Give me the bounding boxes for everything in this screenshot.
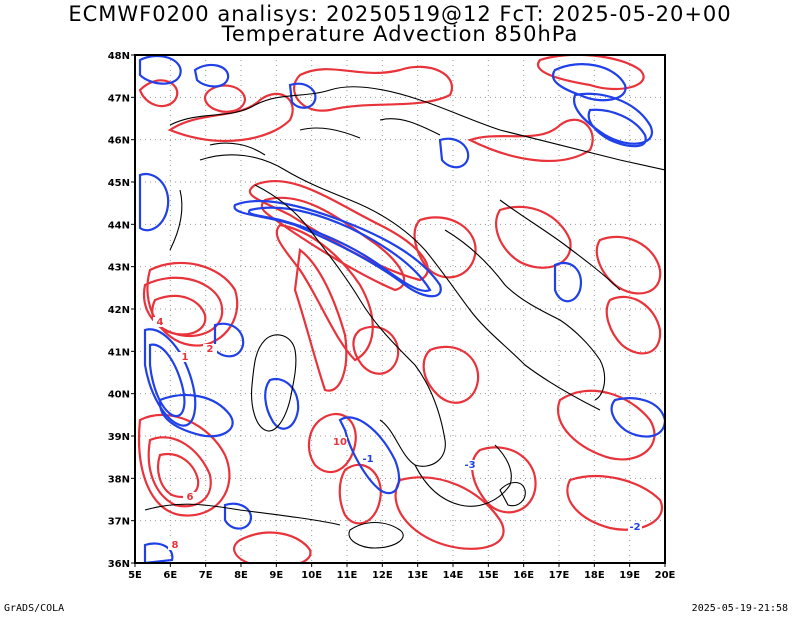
negative-advection-contours: [138, 55, 665, 563]
x-tick-label: 9E: [269, 570, 283, 581]
software-credit: GrADS/COLA: [4, 603, 65, 614]
contour-label: 1: [182, 352, 189, 363]
contour-label: 8: [172, 540, 179, 551]
y-tick-label: 37N: [108, 517, 130, 528]
latitude-labels: 48N 47N 46N 45N 44N 43N 42N 41N 40N 39N 38N 37N 36N: [108, 51, 135, 570]
y-tick-label: 46N: [108, 136, 130, 147]
y-tick-label: 42N: [108, 305, 130, 316]
contour-label-bg: [333, 437, 347, 447]
x-tick-label: 6E: [163, 570, 177, 581]
y-tick-label: 38N: [108, 474, 130, 485]
x-tick-label: 19E: [619, 570, 640, 581]
y-tick-label: 44N: [108, 220, 130, 231]
contour-label-bg: [168, 540, 182, 550]
x-tick-label: 8E: [234, 570, 248, 581]
contour-label-bg: [183, 492, 197, 502]
y-tick-label: 47N: [108, 93, 130, 104]
x-tick-label: 12E: [372, 570, 393, 581]
render-timestamp: 2025-05-19-21:58: [691, 603, 788, 614]
x-tick-label: 10E: [301, 570, 322, 581]
contour-label: -3: [464, 460, 475, 471]
map-subtitle: Temperature Advection 850hPa: [221, 22, 579, 46]
contour-value-labels: 1 2 4 6 8 10 -1 -2 -3: [153, 317, 642, 551]
y-tick-label: 43N: [108, 263, 130, 274]
x-tick-label: 11E: [337, 570, 358, 581]
contour-label-bg: [178, 352, 192, 362]
lat-lon-grid: [135, 55, 665, 563]
contour-label: 2: [207, 344, 214, 355]
contour-label: -2: [629, 522, 640, 533]
contour-label-bg: [628, 522, 642, 532]
contour-label: 6: [187, 492, 194, 503]
y-tick-label: 36N: [108, 559, 130, 570]
positive-advection-contours: [138, 55, 663, 563]
longitude-labels: 5E 6E 7E 8E 9E 10E 11E 12E 13E 14E 15E 16E 17E 18E 19E…: [128, 563, 676, 581]
x-tick-label: 20E: [655, 570, 676, 581]
x-tick-label: 17E: [549, 570, 570, 581]
x-tick-label: 13E: [407, 570, 428, 581]
contour-label: -1: [362, 454, 373, 465]
contour-label-bg: [463, 460, 477, 470]
coastline-borders: [144, 86, 665, 549]
contour-label-bg: [361, 454, 375, 464]
contour-label: 4: [157, 317, 164, 328]
y-tick-label: 40N: [108, 390, 130, 401]
contour-label-bg: [203, 344, 217, 354]
x-tick-label: 7E: [199, 570, 213, 581]
y-tick-label: 48N: [108, 51, 130, 62]
x-tick-label: 5E: [128, 570, 142, 581]
x-tick-label: 15E: [478, 570, 499, 581]
x-tick-label: 14E: [443, 570, 464, 581]
map-title: ECMWF0200 analisys: 20250519@12 FcT: 202…: [68, 2, 732, 26]
contour-label-bg: [153, 317, 167, 327]
y-tick-label: 45N: [108, 178, 130, 189]
y-tick-label: 41N: [108, 347, 130, 358]
x-tick-label: 18E: [584, 570, 605, 581]
contour-label: 10: [333, 437, 347, 448]
x-tick-label: 16E: [513, 570, 534, 581]
y-tick-label: 39N: [108, 432, 130, 443]
